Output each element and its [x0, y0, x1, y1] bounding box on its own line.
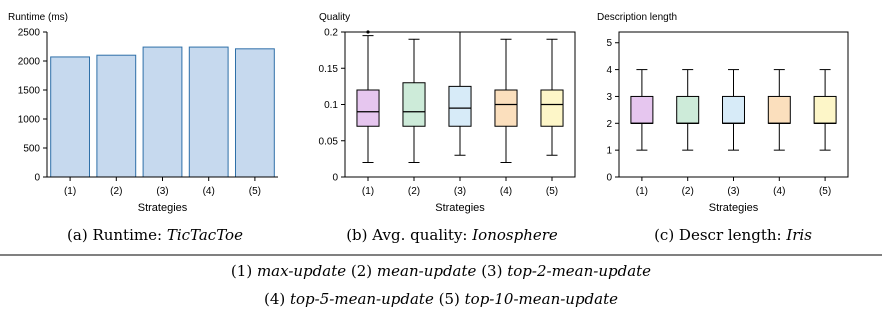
caption-dataset: TicTacToe — [167, 226, 243, 244]
y-tick-label: 0 — [606, 173, 612, 184]
box-5 — [813, 69, 837, 151]
box-5 — [540, 38, 564, 156]
x-tick-label: (1) — [64, 186, 76, 197]
chart-panel-2: Quality 0 0.05 0.1 0.15 0.2 (1) (2) (3) (4) (5) Str… — [319, 12, 576, 244]
x-tick-label: (1) — [362, 186, 374, 197]
x-tick-label: (5) — [819, 186, 831, 197]
y-tick-label: 0 — [34, 173, 40, 184]
x-tick-label: (2) — [110, 186, 122, 197]
subfigure-caption: (b) Avg. quality: Ionosphere — [346, 226, 558, 244]
x-tick-label: (3) — [156, 186, 168, 197]
y-tick-label: 3 — [606, 92, 612, 103]
y-tick-label: 0.2 — [324, 28, 338, 39]
box-body — [402, 82, 426, 127]
y-tick-label: 0.05 — [319, 136, 339, 147]
box-2 — [402, 38, 426, 163]
x-tick-label: (2) — [682, 186, 694, 197]
x-axis-label: Strategies — [435, 202, 485, 214]
y-tick-label: 0 — [332, 173, 338, 184]
x-tick-label: (2) — [408, 186, 420, 197]
legend-entry: (2) mean-update — [350, 262, 477, 280]
subfigure-caption: (a) Runtime: TicTacToe — [67, 226, 243, 244]
caption-dataset: Ionosphere — [471, 226, 558, 244]
chart-title: Description length — [597, 12, 677, 23]
bar — [50, 56, 91, 178]
x-tick-label: (5) — [249, 186, 261, 197]
legend-line-2: (4) top-5-mean-update (5) top-10-mean-up… — [0, 290, 882, 308]
y-tick-label: 1500 — [18, 86, 41, 97]
y-tick-label: 2 — [606, 119, 612, 130]
box-4 — [494, 38, 518, 163]
bar — [234, 48, 275, 178]
caption-label: (b) Avg. quality: — [346, 226, 472, 244]
y-tick-label: 2000 — [18, 57, 41, 68]
chart-panel-1: Runtime (ms) 0 500 1000 1500 2000 2500 (1) (2) (3… — [8, 12, 278, 244]
legend-entry: (5) top-10-mean-update — [438, 290, 619, 308]
x-axis-label: Strategies — [138, 202, 188, 214]
bar — [96, 54, 137, 178]
box-body — [494, 89, 518, 127]
x-tick-label: (3) — [454, 186, 466, 197]
chart-title: Runtime (ms) — [8, 12, 68, 23]
box-4 — [767, 69, 791, 151]
legend-entry: (1) max-update — [230, 262, 347, 280]
y-tick-label: 2500 — [18, 28, 41, 39]
y-tick-label: 5 — [606, 38, 612, 49]
x-tick-label: (4) — [773, 186, 785, 197]
x-axis-label: Strategies — [709, 202, 759, 214]
outlier-point — [366, 30, 370, 34]
box-body — [767, 95, 791, 124]
box-body — [676, 95, 700, 124]
caption-label: (a) Runtime: — [67, 226, 167, 244]
x-tick-label: (4) — [203, 186, 215, 197]
bar — [142, 46, 183, 178]
box-body — [448, 85, 472, 127]
subfigure-caption: (c) Descr length: Iris — [654, 226, 812, 244]
box-1 — [356, 30, 380, 163]
bar — [188, 46, 229, 178]
y-tick-label: 1000 — [18, 115, 41, 126]
box-body — [722, 95, 745, 124]
box-body — [813, 95, 837, 124]
legend-entry: (3) top-2-mean-update — [481, 262, 652, 280]
box-body — [356, 89, 380, 127]
legend-line-1: (1) max-update (2) mean-update (3) top-2… — [0, 262, 882, 280]
legend-entry: (4) top-5-mean-update — [263, 290, 434, 308]
y-tick-label: 0.1 — [324, 100, 338, 111]
box-1 — [630, 69, 654, 151]
chart-panel-3: Description length 0 1 2 3 4 5 (1) (2) (3) (4) (5) S… — [597, 12, 849, 244]
x-tick-label: (1) — [636, 186, 648, 197]
y-tick-label: 4 — [606, 65, 612, 76]
x-tick-label: (5) — [546, 186, 558, 197]
y-tick-label: 0.15 — [319, 64, 339, 75]
x-tick-label: (3) — [727, 186, 739, 197]
x-tick-label: (4) — [500, 186, 512, 197]
box-3 — [448, 31, 472, 156]
caption-label: (c) Descr length: — [654, 226, 786, 244]
chart-title: Quality — [319, 12, 350, 23]
caption-dataset: Iris — [785, 226, 812, 244]
y-tick-label: 500 — [23, 144, 40, 155]
y-tick-label: 1 — [606, 146, 612, 157]
box-body — [540, 89, 564, 127]
box-2 — [676, 69, 700, 151]
box-3 — [722, 69, 745, 151]
box-body — [630, 95, 654, 124]
